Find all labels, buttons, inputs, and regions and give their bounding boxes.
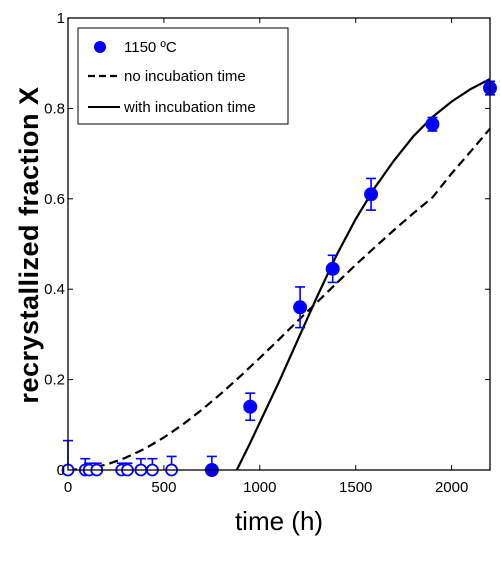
y-tick-label: 0.6 bbox=[44, 191, 65, 208]
y-tick-label: 0.2 bbox=[44, 372, 65, 389]
y-axis-ticks: 0 0.2 0.4 0.6 0.8 1 bbox=[44, 10, 490, 479]
legend-label-1150: 1150 ºC bbox=[124, 39, 177, 56]
legend-marker-1150 bbox=[94, 41, 106, 53]
filled-data-point bbox=[243, 399, 258, 414]
filled-data-point bbox=[325, 261, 340, 276]
legend-label-with-incubation: with incubation time bbox=[123, 99, 256, 116]
legend-label-no-incubation: no incubation time bbox=[124, 68, 246, 85]
filled-data-point bbox=[364, 187, 379, 202]
x-axis-ticks: 0 500 1000 1500 2000 bbox=[64, 18, 468, 496]
y-tick-label: 0.8 bbox=[44, 100, 65, 117]
series-line-no-incubation bbox=[67, 127, 491, 472]
x-tick-label: 500 bbox=[151, 479, 176, 496]
x-tick-label: 2000 bbox=[435, 479, 468, 496]
x-tick-label: 0 bbox=[64, 479, 72, 496]
y-axis-title: recrystallized fraction X bbox=[14, 86, 44, 403]
y-tick-label: 0.4 bbox=[44, 281, 65, 298]
filled-data-point bbox=[293, 300, 308, 315]
curves-layer bbox=[67, 78, 491, 472]
y-tick-label: 1 bbox=[57, 10, 65, 27]
x-tick-label: 1500 bbox=[339, 479, 372, 496]
x-axis-title: time (h) bbox=[235, 506, 323, 536]
filled-data-point bbox=[425, 117, 440, 132]
legend: 1150 ºC no incubation time with incubati… bbox=[77, 27, 289, 125]
plot-frame bbox=[67, 17, 491, 471]
series-line-with-incubation bbox=[235, 78, 491, 471]
x-tick-label: 1000 bbox=[243, 479, 276, 496]
y-tick-label: 0 bbox=[57, 462, 65, 479]
